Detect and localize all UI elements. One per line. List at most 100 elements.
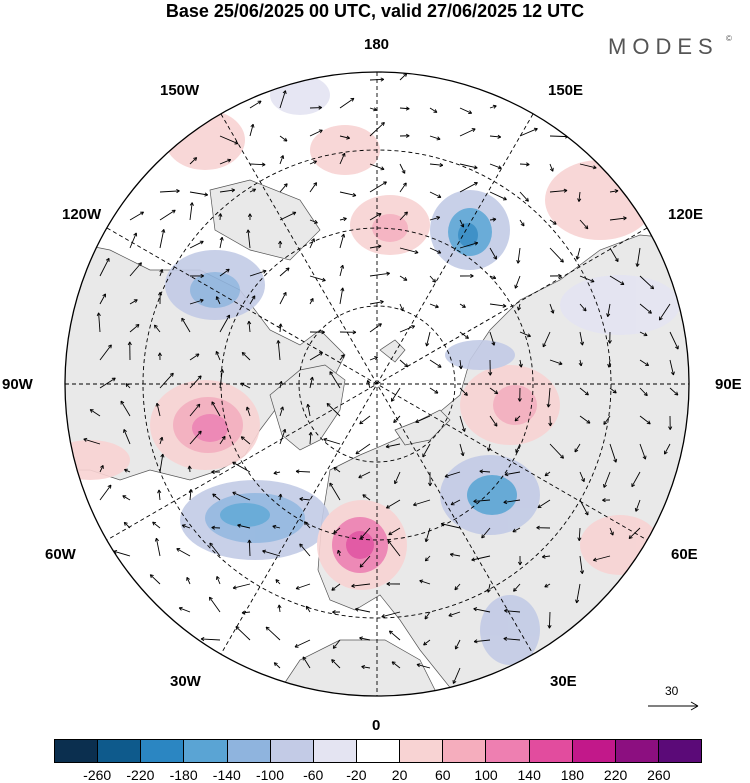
wind-vector: [273, 471, 281, 474]
negative-anomaly: [458, 223, 478, 247]
wind-vector-head: [428, 482, 433, 487]
wind-vector: [159, 190, 180, 193]
wind-vector: [113, 550, 131, 557]
wind-vector: [578, 191, 581, 202]
wind-vector-head: [411, 325, 416, 329]
wind-vector-head: [559, 258, 564, 263]
wind-vector-head: [517, 398, 522, 402]
wind-vector-head: [497, 134, 502, 139]
wind-vector: [339, 233, 345, 249]
wind-vector-head: [140, 211, 144, 216]
wind-vector: [459, 303, 466, 308]
wind-vector-head: [380, 299, 384, 305]
colorbar-swatch: [140, 740, 184, 762]
wind-vector-head: [225, 268, 230, 273]
wind-vector-head: [614, 189, 619, 194]
colorbar-tick-label: -220: [126, 767, 155, 783]
wind-vector: [450, 499, 461, 506]
wind-vector-head: [634, 507, 639, 512]
wind-vector: [272, 525, 281, 529]
wind-vector: [246, 406, 251, 417]
wind-vector: [393, 415, 401, 423]
wind-vector: [355, 608, 371, 613]
wind-vector-head: [351, 583, 355, 588]
wind-vector: [394, 471, 401, 484]
wind-vector: [279, 429, 286, 445]
wind-vector: [639, 387, 648, 396]
wind-vector: [339, 153, 346, 165]
wind-vector: [519, 359, 522, 368]
wind-vector: [399, 325, 415, 333]
wind-vector-head: [461, 428, 466, 432]
wind-vector: [249, 124, 254, 137]
wind-vector-head: [193, 157, 198, 162]
wind-vector: [309, 298, 314, 305]
wind-vector-head: [434, 389, 439, 394]
positive-anomaly: [165, 110, 245, 170]
wind-vector: [279, 323, 282, 333]
wind-vector: [212, 493, 221, 501]
wind-vector: [326, 403, 341, 417]
wind-vector: [188, 465, 191, 473]
wind-vector-head: [199, 298, 204, 303]
wind-vector-head: [352, 330, 357, 335]
wind-vector: [544, 471, 551, 477]
wind-vector-head: [422, 453, 427, 458]
colorbar-tick-label: -140: [212, 767, 241, 783]
wind-vector-head: [226, 314, 231, 319]
wind-vector: [249, 163, 266, 166]
wind-vector-head: [122, 495, 127, 499]
wind-vector-head: [313, 219, 318, 224]
wind-vector: [609, 217, 627, 221]
wind-vector: [216, 576, 221, 585]
negative-anomaly: [480, 595, 540, 665]
wind-vector-head: [579, 570, 585, 574]
lon-label-0: 0: [372, 717, 381, 734]
wind-vector-head: [200, 273, 204, 278]
wind-vector-head: [525, 162, 530, 167]
wind-vector: [219, 189, 235, 193]
colorbar-tick-label: 220: [603, 767, 628, 783]
wind-vector: [519, 191, 529, 202]
wind-vector: [99, 293, 106, 305]
wind-vector-head: [361, 664, 366, 670]
wind-vector-head: [437, 194, 442, 198]
wind-vector: [178, 607, 191, 613]
wind-vector: [189, 353, 200, 361]
africa-land: [279, 639, 441, 696]
wind-vector: [277, 340, 281, 361]
wind-vector: [609, 443, 617, 463]
wind-vector: [489, 163, 502, 169]
wind-vector-head: [473, 182, 478, 186]
wind-vector: [232, 461, 251, 473]
wind-vector: [339, 97, 355, 109]
wind-vector-head: [240, 436, 245, 441]
wind-vector: [355, 443, 371, 455]
wind-vector: [542, 331, 551, 348]
wind-vector: [429, 163, 443, 166]
reference-vector-value: 30: [665, 684, 679, 698]
colorbar-tick-label: -20: [346, 767, 367, 783]
wind-vector-head: [674, 391, 679, 396]
wind-vector: [489, 247, 497, 260]
wind-vector-head: [542, 343, 547, 348]
wind-vector-head: [620, 281, 625, 285]
wind-vector-head: [436, 136, 441, 141]
wind-vector: [549, 163, 554, 172]
wind-vector: [125, 383, 131, 389]
wind-vector: [639, 415, 651, 425]
wind-vector-head: [323, 437, 328, 442]
wind-vector: [504, 471, 521, 476]
wind-vector-head: [380, 122, 385, 126]
wind-vector-head: [308, 431, 313, 436]
wind-vector: [189, 202, 193, 221]
colorbar-swatch: [97, 740, 141, 762]
wind-vector-head: [424, 615, 429, 620]
wind-vector: [279, 381, 282, 389]
wind-vector: [309, 129, 323, 137]
wind-vector: [123, 429, 131, 445]
wind-vector: [369, 272, 390, 277]
wind-vector-head: [577, 537, 582, 541]
wind-vector: [639, 275, 654, 290]
wind-vector: [333, 527, 341, 534]
